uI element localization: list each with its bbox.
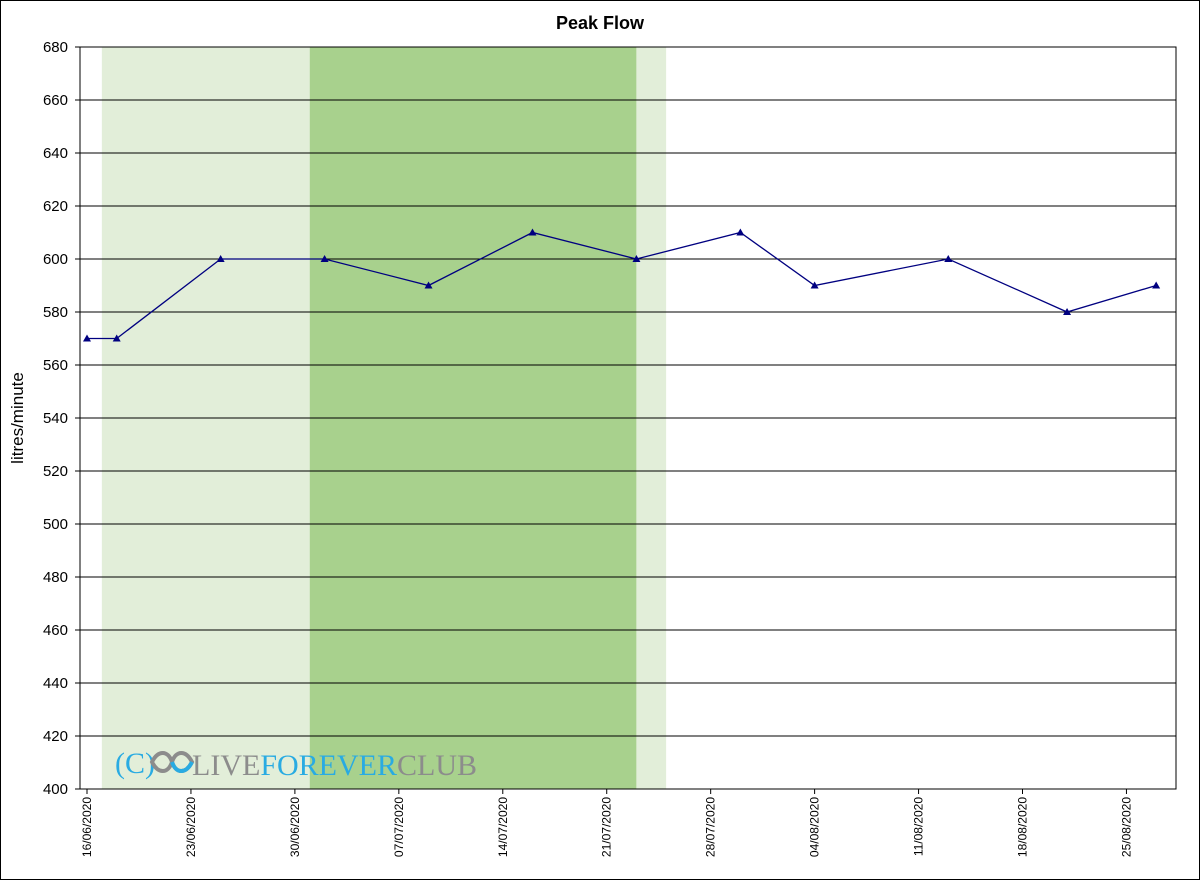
x-tick-label-0: 16/06/2020 (80, 797, 94, 857)
data-point-0-6 (632, 255, 641, 262)
y-tick-label-620: 620 (43, 198, 68, 215)
gridlines (80, 99, 1176, 737)
data-point-0-10 (1063, 308, 1072, 315)
y-axis: 400 420 440 460 480 500 520 540 560 580 600 620 640 6… (43, 39, 80, 798)
y-tick-label-600: 600 (43, 251, 68, 268)
y-tick-label-540: 540 (43, 410, 68, 427)
y-tick-label-460: 460 (43, 622, 68, 639)
y-tick-label-400: 400 (43, 781, 68, 798)
watermark-word-club: CLUB (397, 749, 477, 782)
y-tick-label-660: 660 (43, 92, 68, 109)
data-point-0-5 (528, 228, 537, 236)
x-tick-label-10: 25/08/2020 (1119, 797, 1133, 857)
series-line-0 (87, 231, 1157, 340)
y-tick-label-480: 480 (43, 569, 68, 586)
y-tick-label-560: 560 (43, 357, 68, 374)
series-layer (83, 228, 1161, 342)
x-tick-label-5: 21/07/2020 (600, 797, 614, 857)
x-tick-label-9: 18/08/2020 (1016, 797, 1030, 857)
watermark-word-forever: FOREVER (260, 749, 397, 782)
data-point-0-3 (320, 255, 329, 262)
x-tick-label-4: 14/07/2020 (496, 797, 510, 857)
y-tick-label-580: 580 (43, 304, 68, 321)
data-point-0-0 (83, 334, 91, 342)
data-point-0-4 (424, 281, 433, 289)
watermark-prefix: (C) (115, 747, 155, 780)
data-point-0-11 (1152, 281, 1161, 289)
svg-text:(C): (C) (115, 747, 155, 780)
x-axis: 16/06/2020 23/06/2020 30/06/2020 07/07/2020… (80, 789, 1133, 857)
data-point-0-8 (810, 281, 819, 289)
data-point-0-2 (216, 255, 225, 262)
infinity-logo-icon (149, 751, 195, 773)
x-tick-label-6: 28/07/2020 (704, 797, 718, 857)
y-axis-title: litres/minute (8, 372, 27, 464)
y-tick-label-440: 440 (43, 675, 68, 692)
x-tick-label-1: 23/06/2020 (184, 797, 198, 857)
y-tick-label-680: 680 (43, 39, 68, 56)
x-tick-label-3: 07/07/2020 (392, 797, 406, 857)
y-tick-label-640: 640 (43, 145, 68, 162)
x-tick-label-2: 30/06/2020 (288, 797, 302, 857)
y-tick-label-500: 500 (43, 516, 68, 533)
svg-text:LIVEFOREVERCLUB: LIVEFOREVERCLUB (192, 749, 477, 782)
data-point-0-7 (736, 228, 745, 236)
y-tick-label-520: 520 (43, 463, 68, 480)
data-point-0-9 (944, 255, 953, 262)
data-point-0-1 (112, 334, 121, 342)
watermark-word-live: LIVE (192, 749, 260, 782)
chart-title: Peak Flow (556, 13, 645, 33)
x-tick-label-7: 04/08/2020 (808, 797, 822, 857)
y-tick-label-420: 420 (43, 728, 68, 745)
watermark-logo: (C) LIVEFOREVERCLUB (115, 747, 477, 782)
x-tick-label-8: 11/08/2020 (912, 797, 926, 856)
